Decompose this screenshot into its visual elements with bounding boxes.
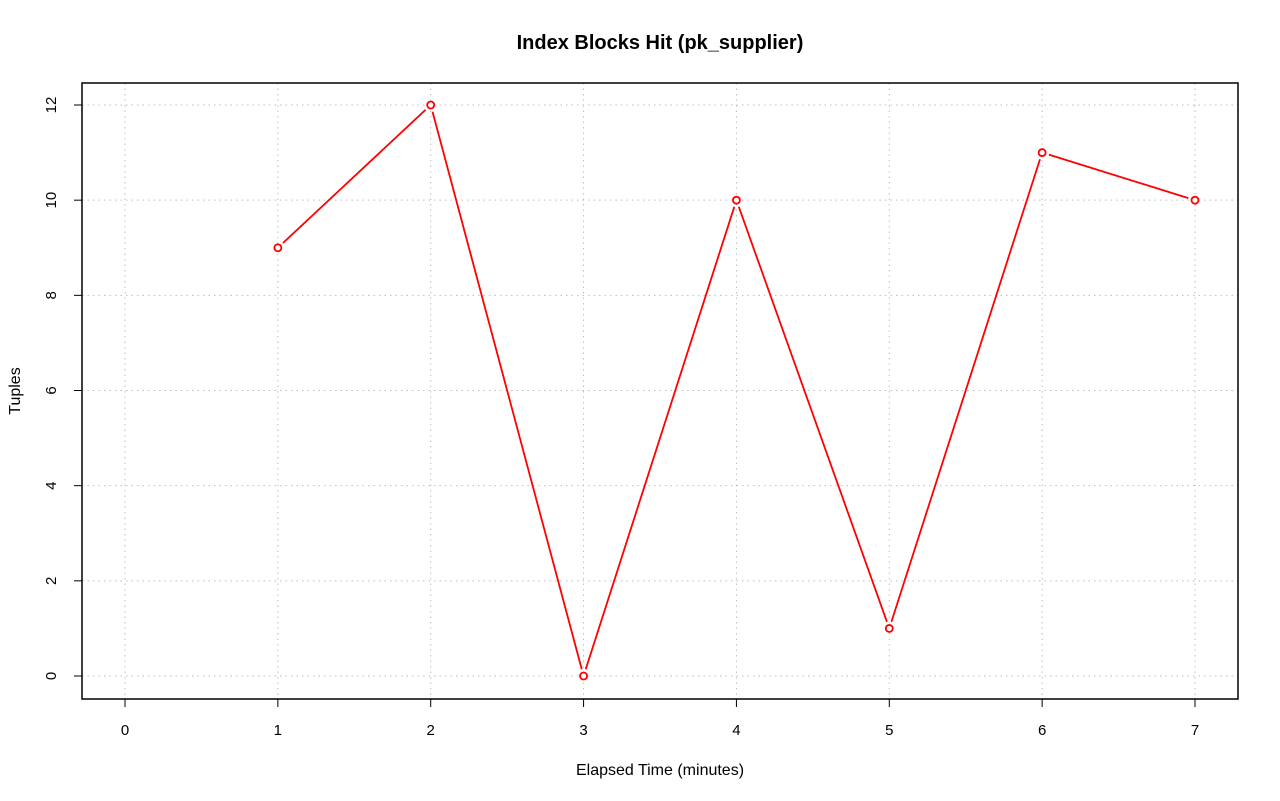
series-line-segment [584,206,736,670]
y-tick-label: 6 [43,386,60,394]
y-tick-label: 4 [43,481,60,489]
y-tick-label: 2 [43,577,60,585]
y-axis-label: Tuples [7,367,24,414]
x-tick-label: 2 [427,722,435,739]
y-tick-label: 10 [43,192,60,209]
data-point [732,195,741,205]
x-tick-label: 0 [121,722,129,739]
series-line-segment [431,111,583,670]
x-axis-label: Elapsed Time (minutes) [576,762,744,779]
series-line-segment [737,206,888,623]
x-axis: 0 1 2 3 4 5 6 7 [121,699,1199,739]
series-layer [273,100,1200,681]
data-point [426,100,436,110]
x-tick-label: 6 [1038,722,1046,739]
data-point [273,243,283,253]
series-line-segment [282,109,427,244]
y-tick-label: 0 [43,672,60,680]
y-tick-label: 12 [43,97,60,114]
x-tick-label: 5 [885,722,893,739]
y-tick-label: 8 [43,291,60,299]
data-point [884,624,894,633]
y-axis: 0 2 4 6 8 10 12 [43,97,82,680]
grid [82,83,1238,699]
chart-title: Index Blocks Hit (pk_supplier) [517,32,804,54]
x-tick-label: 3 [579,722,587,739]
x-tick-label: 4 [732,722,740,739]
data-point [1190,195,1200,205]
series-line-segment [1048,153,1189,199]
data-point [579,671,588,681]
x-tick-label: 7 [1191,722,1199,739]
data-point [1037,148,1047,157]
x-tick-label: 1 [274,722,282,739]
series-line-segment [890,158,1041,623]
